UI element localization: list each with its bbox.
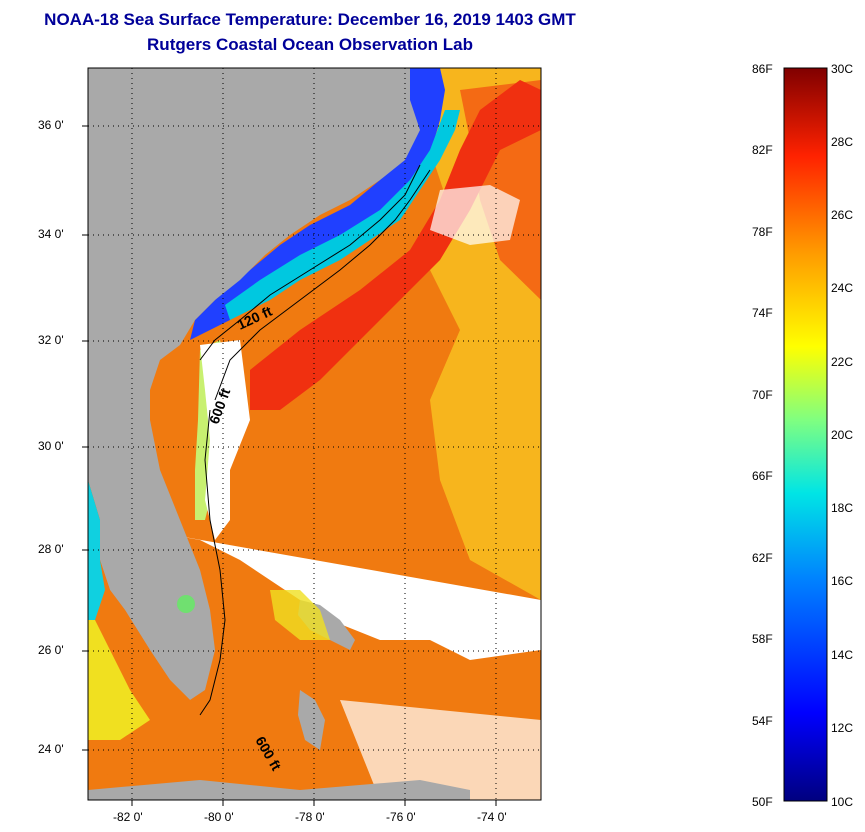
colorbar-c-label: 22C (831, 355, 854, 369)
colorbar-c-label: 12C (831, 721, 854, 735)
lon-label: -78 0' (295, 810, 325, 824)
map-title: NOAA-18 Sea Surface Temperature: Decembe… (44, 10, 576, 29)
contour-600ft (214, 169, 431, 401)
lat-label: 26 0' (38, 643, 64, 657)
cloud-patch (430, 185, 520, 245)
colorbar-f-label: 70F (752, 388, 773, 402)
lon-label: -82 0' (113, 810, 143, 824)
map-subtitle: Rutgers Coastal Ocean Observation Lab (147, 35, 473, 54)
lat-label: 32 0' (38, 333, 64, 347)
cloud-south (340, 700, 541, 800)
colorbar-c-label: 30C (831, 62, 854, 76)
colorbar-f-label: 66F (752, 469, 773, 483)
gulf-stream (250, 80, 541, 410)
colorbar-f-label: 78F (752, 225, 773, 239)
colorbar-f-label: 62F (752, 551, 773, 565)
lake-okeechobee (177, 595, 195, 613)
lat-label: 34 0' (38, 227, 64, 241)
cold-shelf-water (190, 68, 445, 340)
lon-label: -76 0' (386, 810, 416, 824)
gulf-cold-water (88, 480, 105, 620)
colorbar-f-label: 86F (752, 62, 773, 76)
colorbar-f-label: 82F (752, 143, 773, 157)
gulf-warm-water (88, 620, 150, 740)
lon-label: -74 0' (477, 810, 507, 824)
colorbar-c-label: 28C (831, 135, 854, 149)
axis-ticks (82, 125, 497, 806)
lat-label: 28 0' (38, 542, 64, 556)
colorbar-c-label: 26C (831, 208, 854, 222)
colorbar-c-label: 14C (831, 648, 854, 662)
cuba (88, 780, 470, 800)
lat-label: 24 0' (38, 742, 64, 756)
bahamas-island (298, 690, 325, 750)
colorbar-f-label: 54F (752, 714, 773, 728)
colorbar (783, 67, 828, 802)
colorbar-c-label: 16C (831, 574, 854, 588)
colorbar-f-label: 58F (752, 632, 773, 646)
shelf-edge-water (225, 110, 460, 320)
lat-label: 30 0' (38, 439, 64, 453)
colorbar-c-label: 10C (831, 795, 854, 809)
cloud-coastal (200, 340, 250, 540)
colorbar-c-label: 18C (831, 501, 854, 515)
colorbar-c-label: 24C (831, 281, 854, 295)
colorbar-f-label: 74F (752, 306, 773, 320)
land-us-southeast (88, 68, 420, 700)
bahamas-bank (270, 590, 330, 640)
lat-label: 36 0' (38, 118, 64, 132)
cloud-band (88, 520, 541, 660)
colorbar-f-label: 50F (752, 795, 773, 809)
colorbar-c-label: 20C (831, 428, 854, 442)
lon-label: -80 0' (204, 810, 234, 824)
graticule (88, 68, 541, 800)
contour-florida (199, 409, 226, 716)
